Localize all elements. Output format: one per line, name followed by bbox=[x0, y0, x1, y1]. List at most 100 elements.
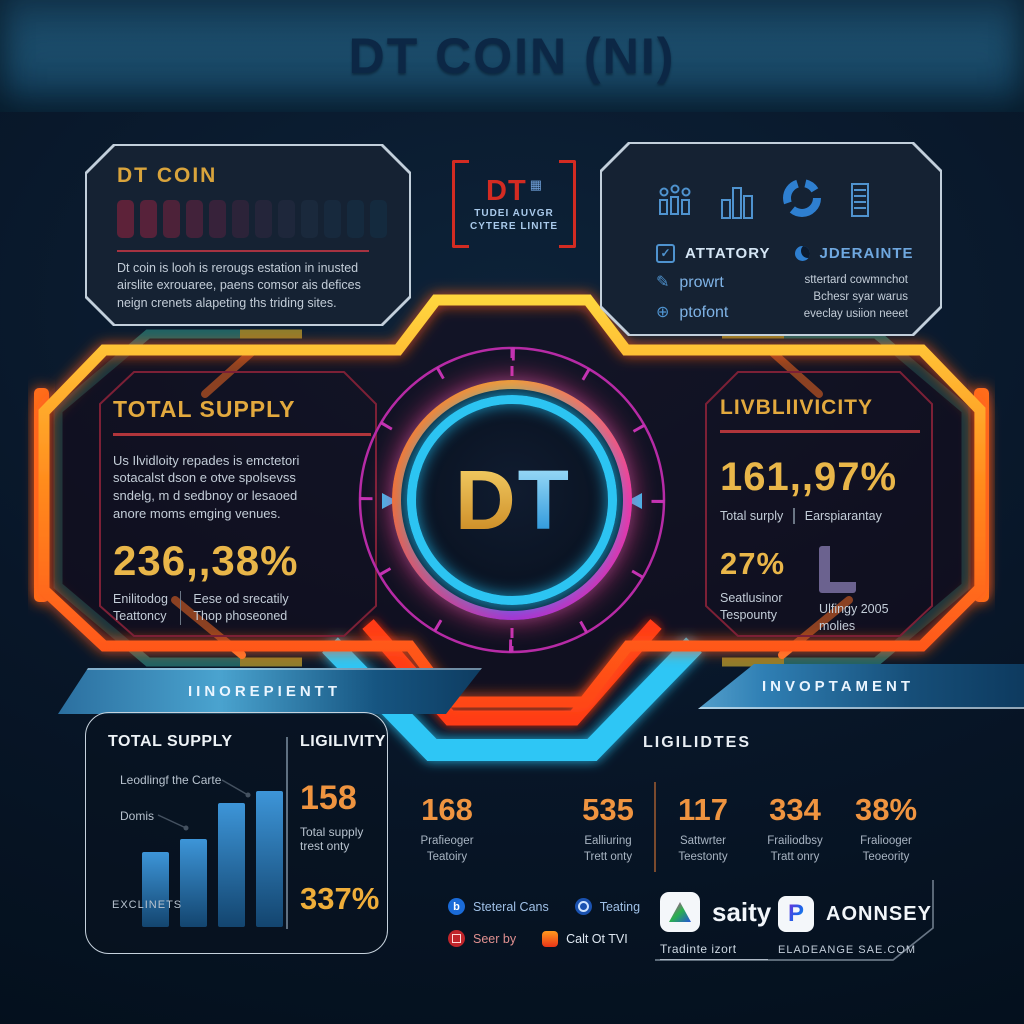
supply-segment bbox=[232, 200, 249, 238]
chart-bar bbox=[218, 803, 245, 927]
ligilivity-percent: 337% bbox=[300, 881, 380, 916]
ring-icon bbox=[574, 898, 592, 915]
partner-outline bbox=[655, 880, 934, 961]
total-supply-value: 236,,38% bbox=[113, 537, 299, 585]
emblem-letter-d: D bbox=[455, 453, 516, 547]
supply-segment bbox=[186, 200, 203, 238]
chart-annotation-1: Leodlingf the Carte bbox=[120, 773, 222, 787]
feature-row-2: ✎ prowrt bbox=[656, 274, 724, 292]
emblem-letter-t: T bbox=[517, 453, 569, 547]
feature-note-1: sttertard cowmnchot Bchesr syar warus bbox=[804, 274, 908, 303]
stat-item-5: 38% Fraliooger Teoeority bbox=[831, 792, 941, 865]
dt-badge: DT ▦ TUDEI AUVGR CYTERE LINITE bbox=[452, 160, 576, 248]
stat-label: Frailiodbsy Tratt onry bbox=[767, 835, 823, 863]
red-divider bbox=[117, 250, 369, 252]
ribbon-right: INVOPTAMENT bbox=[698, 664, 1024, 709]
footer-link-seerby[interactable]: Seer by bbox=[448, 930, 516, 947]
stat-value: 38% bbox=[854, 792, 918, 827]
compass-icon: ⊕ bbox=[656, 304, 670, 321]
dial-arrow-left bbox=[382, 493, 397, 509]
total-supply-title: TOTAL SUPPLY bbox=[113, 396, 296, 422]
stacked-bars-icon bbox=[850, 180, 872, 220]
feature-row-1: ✓ ATTATORY JDERAINTE bbox=[656, 244, 914, 263]
stat-value: 117 bbox=[677, 792, 728, 827]
stat-item-4: 334 Frailiodbsy Tratt onry bbox=[740, 792, 850, 865]
checkbox-icon: ✓ bbox=[656, 244, 675, 263]
partner-aonnsey[interactable]: P AONNSEY ELADEANGE SAE.COM bbox=[778, 896, 932, 956]
donut-chart-icon bbox=[780, 176, 824, 220]
supply-segment bbox=[278, 200, 295, 238]
coin-b-icon: b bbox=[448, 898, 465, 915]
sub-label-a: Total surply bbox=[720, 508, 784, 523]
ribbon-left-label: IINOREPIENTT bbox=[188, 682, 342, 700]
bracket-left-icon bbox=[452, 160, 469, 248]
feature-ptofont: ptofont bbox=[679, 304, 729, 321]
sub-label-b: Earspiarantay bbox=[804, 508, 882, 523]
coins-crowd-icon bbox=[656, 184, 694, 220]
livbliivicity-title: LIVBLIIVICITY bbox=[720, 396, 874, 419]
wallet-icon bbox=[542, 930, 559, 947]
supply-segment bbox=[209, 200, 226, 238]
stat-label: Ealliuring Trett onty bbox=[583, 835, 633, 863]
supply-segment bbox=[347, 200, 364, 238]
header-band: DT COIN (NI) bbox=[0, 0, 1024, 112]
feature-prowrt: prowrt bbox=[679, 274, 724, 291]
label-divider bbox=[179, 591, 182, 625]
badge-line1: TUDEI AUVGR bbox=[474, 207, 554, 219]
chart-panel: TOTAL SUPPLY Leodlingf the Carte Domis E… bbox=[85, 712, 388, 954]
dtcoin-panel-description: Dt coin is looh is rerougs estation in i… bbox=[117, 261, 361, 310]
supply-label-a: Enilitodog Teattoncy bbox=[113, 592, 168, 624]
supply-segment bbox=[140, 200, 157, 238]
supply-segment bbox=[370, 200, 387, 238]
feature-attatory: ATTATORY bbox=[685, 245, 771, 262]
paypal-p-logo: P bbox=[778, 896, 814, 932]
pencil-icon: ✎ bbox=[656, 274, 670, 291]
secondary-percent-label: Seatlusinor Tespounty bbox=[720, 591, 783, 623]
footer-link-teating[interactable]: Teating bbox=[574, 898, 640, 915]
feature-note-2: eveclay usiion neeet bbox=[803, 308, 908, 320]
livbliivicity-panel: LIVBLIIVICITY 161,,97% Total surply Ears… bbox=[720, 396, 930, 635]
stat-label: Fraliooger Teoeority bbox=[860, 835, 912, 863]
supply-label-b: Eese od srecatily Thop phoseoned bbox=[193, 592, 289, 624]
chart-axis-label: EXCLINETS bbox=[112, 899, 183, 911]
footer-link-caltottvi[interactable]: Calt Ot TVI bbox=[542, 930, 628, 947]
stat-label: Prafieoger Teatoiry bbox=[420, 835, 474, 863]
bracket-right-icon bbox=[559, 160, 576, 248]
dt-emblem: D T bbox=[392, 380, 632, 620]
secondary-percent: 27% bbox=[720, 546, 786, 582]
corner-shape-label: Ulfingy 2005 molies bbox=[819, 602, 889, 634]
octagon-frame bbox=[38, 294, 986, 708]
partner-saity[interactable]: saity Tradinte izort bbox=[660, 892, 771, 960]
corner-shape-icon bbox=[819, 546, 857, 594]
gold-tip-left bbox=[240, 329, 302, 667]
title-underline-2 bbox=[720, 430, 920, 433]
footer-link-label: Steteral Cans bbox=[473, 899, 549, 914]
footer-link-steteral[interactable]: b Steteral Cans bbox=[448, 898, 549, 915]
badge-logo: DT bbox=[486, 174, 527, 207]
chart-bar bbox=[142, 852, 169, 927]
features-panel: ✓ ATTATORY JDERAINTE ✎ prowrt ⊕ ptofont … bbox=[600, 142, 942, 336]
feature-icons-row bbox=[656, 176, 872, 220]
total-supply-panel: TOTAL SUPPLY Us Ilvidloity repades is em… bbox=[113, 396, 383, 625]
feature-jderainte: JDERAINTE bbox=[819, 245, 914, 262]
chart-col1-title: TOTAL SUPPLY bbox=[108, 733, 233, 750]
bar-chart bbox=[142, 787, 283, 927]
footer-links-row-1: b Steteral Cans Teating bbox=[448, 898, 640, 915]
ligilivity-label: Total supply trest onty bbox=[300, 825, 364, 853]
supply-segment bbox=[163, 200, 180, 238]
partner-name: AONNSEY bbox=[826, 902, 932, 925]
partner-sub: ELADEANGE SAE.COM bbox=[778, 944, 917, 956]
moon-icon bbox=[795, 246, 810, 261]
supply-segment bbox=[255, 200, 272, 238]
saity-logo bbox=[660, 892, 700, 932]
page-title: DT COIN (NI) bbox=[348, 28, 676, 84]
stat-label: Sattwrter Teestonty bbox=[678, 835, 728, 863]
title-underline bbox=[113, 433, 371, 436]
dtcoin-info-panel: DT COIN Dt coin is looh is rerougs estat… bbox=[85, 144, 411, 326]
grid-icon: ▦ bbox=[529, 176, 542, 192]
chart-col2-title: LIGILIVITY bbox=[300, 733, 386, 750]
chart-annotation-2: Domis bbox=[120, 809, 155, 823]
ligilivity-value: 158 bbox=[300, 779, 357, 817]
supply-segment bbox=[117, 200, 134, 238]
